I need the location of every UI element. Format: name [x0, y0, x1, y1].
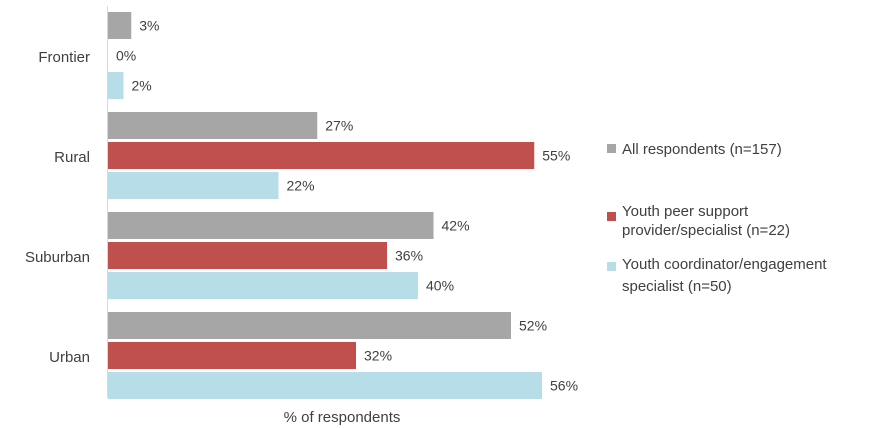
category-label-rural: Rural [54, 149, 90, 166]
legend-label-all-respondents: All respondents (n=157) [622, 141, 782, 158]
bar-frontier-series-0 [108, 12, 132, 39]
value-label-rural-series-0: 27% [325, 118, 353, 134]
bar-rural-series-2 [108, 172, 279, 199]
legend-swatch-youth-coordinator [607, 262, 616, 271]
bar-suburban-series-2 [108, 272, 418, 299]
category-label-urban: Urban [49, 349, 90, 366]
value-label-suburban-series-1: 36% [395, 248, 423, 264]
legend-swatch-youth-peer-support [607, 212, 616, 221]
bar-rural-series-0 [108, 112, 318, 139]
legend-label-youth-peer-support-line1: Youth peer support [622, 203, 749, 220]
bar-rural-series-1 [108, 142, 535, 169]
bar-urban-series-2 [108, 372, 542, 399]
bars-group [108, 12, 542, 399]
legend-label-youth-peer-support-line2: provider/specialist (n=22) [622, 222, 790, 239]
bar-urban-series-1 [108, 342, 356, 369]
value-label-frontier-series-1: 0% [116, 48, 136, 64]
value-label-rural-series-2: 22% [287, 178, 315, 194]
value-label-rural-series-1: 55% [542, 148, 570, 164]
legend-label-youth-coordinator-line1: Youth coordinator/engagement [622, 256, 827, 273]
value-label-urban-series-2: 56% [550, 378, 578, 394]
bar-suburban-series-1 [108, 242, 387, 269]
value-label-suburban-series-0: 42% [442, 218, 470, 234]
category-label-frontier: Frontier [38, 49, 90, 66]
x-axis-title: % of respondents [284, 409, 401, 426]
legend: All respondents (n=157) Youth peer suppo… [607, 141, 827, 295]
bar-suburban-series-0 [108, 212, 434, 239]
value-label-urban-series-0: 52% [519, 318, 547, 334]
value-label-suburban-series-2: 40% [426, 278, 454, 294]
value-label-frontier-series-0: 3% [139, 18, 159, 34]
bar-frontier-series-2 [108, 72, 124, 99]
legend-swatch-all-respondents [607, 144, 616, 153]
bar-urban-series-0 [108, 312, 511, 339]
value-label-frontier-series-2: 2% [132, 78, 152, 94]
category-labels: Frontier Rural Suburban Urban [25, 49, 90, 366]
value-label-urban-series-1: 32% [364, 348, 392, 364]
legend-label-youth-coordinator-line2: specialist (n=50) [622, 278, 732, 295]
value-labels: 3%0% 2% 27% 55% 22% 42% 36%40% 52% 32% 56% [116, 18, 578, 394]
category-label-suburban: Suburban [25, 249, 90, 266]
